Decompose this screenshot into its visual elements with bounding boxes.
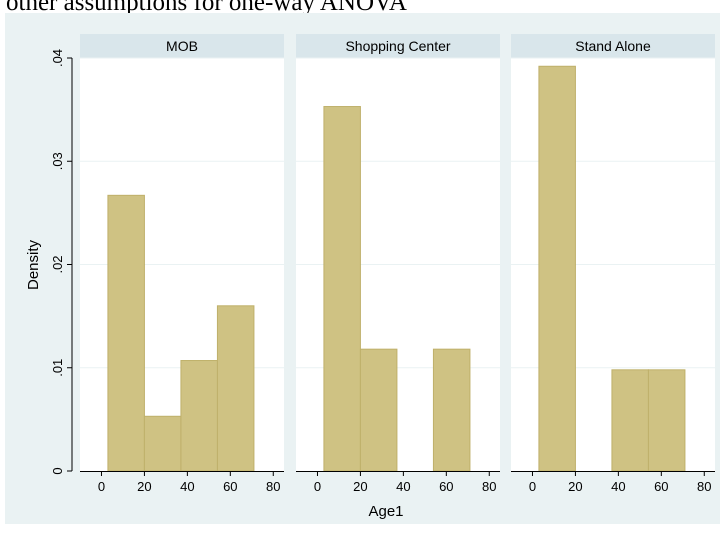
- y-tick-label: .02: [50, 255, 65, 273]
- histogram-bar: [538, 65, 576, 472]
- panel-title: MOB: [166, 38, 198, 54]
- x-tick-label: 20: [568, 479, 582, 494]
- y-tick-label: .03: [50, 152, 65, 170]
- histogram-bar: [143, 415, 182, 472]
- x-tick-label: 60: [223, 479, 237, 494]
- x-tick-label: 80: [697, 479, 711, 494]
- histogram-bar: [180, 360, 218, 472]
- x-tick-label: 40: [396, 479, 410, 494]
- x-tick-label: 20: [353, 479, 367, 494]
- x-tick-label: 80: [266, 479, 280, 494]
- histogram-bar: [107, 194, 145, 472]
- x-tick-label: 60: [439, 479, 453, 494]
- panel-strip: [80, 34, 284, 58]
- histogram-bar: [216, 305, 255, 472]
- y-axis-title: Density: [25, 239, 42, 290]
- y-tick-label: .01: [50, 359, 65, 377]
- panel-strip: [296, 34, 500, 58]
- x-tick-label: 80: [482, 479, 496, 494]
- histogram-bar: [323, 106, 361, 472]
- y-tick-label: 0: [50, 467, 65, 474]
- panel-strip: [511, 34, 715, 58]
- x-tick-label: 0: [529, 479, 536, 494]
- x-tick-label: 40: [180, 479, 194, 494]
- panel-title: Shopping Center: [345, 38, 450, 54]
- histogram-bar: [647, 369, 686, 472]
- x-tick-label: 60: [654, 479, 668, 494]
- histogram-bar: [611, 369, 649, 472]
- x-tick-label: 0: [98, 479, 105, 494]
- x-tick-label: 40: [611, 479, 625, 494]
- page-heading: other assumptions for one-way ANOVA: [6, 0, 407, 16]
- x-tick-label: 0: [314, 479, 321, 494]
- x-tick-label: 20: [137, 479, 151, 494]
- x-axis-title: Age1: [368, 503, 403, 520]
- y-tick-label: .04: [50, 49, 65, 67]
- histogram-bar: [432, 348, 471, 472]
- histogram-bar: [359, 348, 398, 472]
- panel-title: Stand Alone: [575, 38, 651, 54]
